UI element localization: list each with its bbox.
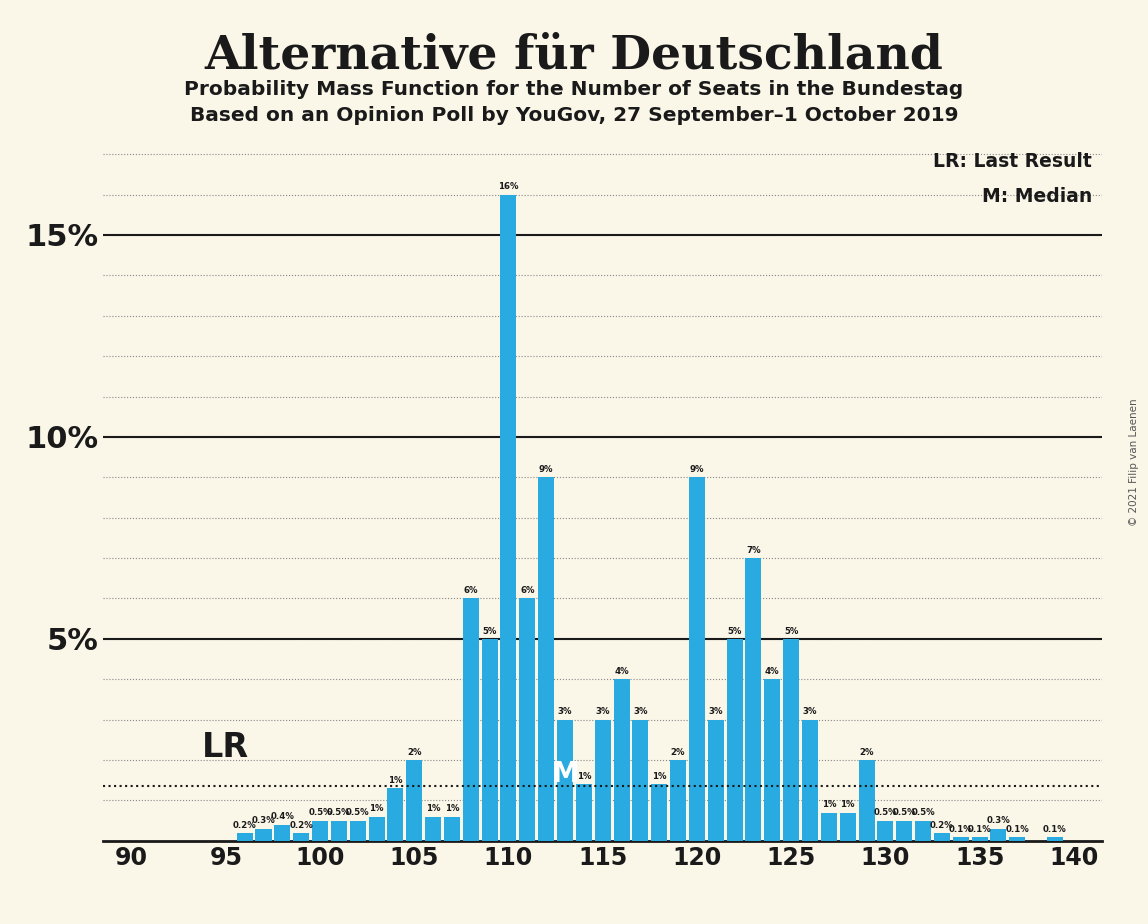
Text: 2%: 2% <box>859 748 874 757</box>
Bar <box>482 638 497 841</box>
Text: 6%: 6% <box>464 586 478 595</box>
Text: 0.1%: 0.1% <box>1006 824 1029 833</box>
Text: 1%: 1% <box>370 805 383 813</box>
Bar <box>538 478 554 841</box>
Bar <box>727 638 743 841</box>
Text: 3%: 3% <box>596 708 610 716</box>
Text: © 2021 Filip van Laenen: © 2021 Filip van Laenen <box>1128 398 1139 526</box>
Text: 0.1%: 0.1% <box>949 824 972 833</box>
Text: 3%: 3% <box>558 708 572 716</box>
Bar <box>689 478 705 841</box>
Text: 6%: 6% <box>520 586 535 595</box>
Bar <box>1009 837 1025 841</box>
Text: 0.1%: 0.1% <box>968 824 992 833</box>
Bar <box>613 679 629 841</box>
Text: 0.5%: 0.5% <box>308 808 332 818</box>
Bar <box>595 720 611 841</box>
Bar <box>369 817 385 841</box>
Bar <box>519 599 535 841</box>
Bar <box>236 833 253 841</box>
Bar <box>576 784 592 841</box>
Text: 0.3%: 0.3% <box>251 817 276 825</box>
Text: 1%: 1% <box>652 772 667 781</box>
Text: 4%: 4% <box>765 667 779 676</box>
Bar <box>633 720 649 841</box>
Text: 0.4%: 0.4% <box>271 812 294 821</box>
Bar <box>802 720 819 841</box>
Bar <box>897 821 913 841</box>
Text: 0.1%: 0.1% <box>1044 824 1066 833</box>
Bar <box>933 833 949 841</box>
Text: 0.5%: 0.5% <box>874 808 898 818</box>
Text: 3%: 3% <box>802 708 817 716</box>
Text: 0.5%: 0.5% <box>327 808 350 818</box>
Text: 4%: 4% <box>614 667 629 676</box>
Bar <box>350 821 366 841</box>
Text: 1%: 1% <box>444 805 459 813</box>
Bar <box>765 679 781 841</box>
Bar <box>425 817 441 841</box>
Bar <box>953 837 969 841</box>
Text: 7%: 7% <box>746 546 761 555</box>
Text: 1%: 1% <box>388 776 403 785</box>
Text: 0.2%: 0.2% <box>930 821 954 830</box>
Text: 5%: 5% <box>482 626 497 636</box>
Bar <box>839 812 855 841</box>
Bar <box>406 760 422 841</box>
Bar <box>745 558 761 841</box>
Bar <box>274 825 290 841</box>
Text: LR: LR <box>202 732 249 764</box>
Bar <box>821 812 837 841</box>
Text: 1%: 1% <box>576 772 591 781</box>
Bar <box>387 788 403 841</box>
Text: 0.5%: 0.5% <box>912 808 934 818</box>
Text: Alternative für Deutschland: Alternative für Deutschland <box>204 32 944 79</box>
Text: M: Median: M: Median <box>982 187 1092 206</box>
Bar <box>293 833 309 841</box>
Bar <box>444 817 460 841</box>
Bar <box>312 821 328 841</box>
Bar <box>331 821 347 841</box>
Text: M: M <box>551 760 579 788</box>
Bar <box>557 720 573 841</box>
Text: 0.3%: 0.3% <box>986 817 1010 825</box>
Bar <box>1047 837 1063 841</box>
Bar <box>915 821 931 841</box>
Bar <box>670 760 687 841</box>
Bar <box>877 821 893 841</box>
Text: 9%: 9% <box>690 465 704 474</box>
Bar <box>708 720 723 841</box>
Bar <box>783 638 799 841</box>
Text: 0.5%: 0.5% <box>346 808 370 818</box>
Bar <box>501 195 517 841</box>
Text: 0.5%: 0.5% <box>892 808 916 818</box>
Text: 5%: 5% <box>784 626 798 636</box>
Text: 16%: 16% <box>498 182 519 191</box>
Bar <box>463 599 479 841</box>
Text: 1%: 1% <box>822 800 836 809</box>
Text: 1%: 1% <box>840 800 855 809</box>
Text: 2%: 2% <box>408 748 421 757</box>
Text: 0.2%: 0.2% <box>289 821 313 830</box>
Bar <box>651 784 667 841</box>
Text: 5%: 5% <box>728 626 742 636</box>
Text: 1%: 1% <box>426 805 441 813</box>
Text: 0.2%: 0.2% <box>233 821 256 830</box>
Text: 9%: 9% <box>538 465 553 474</box>
Text: Probability Mass Function for the Number of Seats in the Bundestag: Probability Mass Function for the Number… <box>185 80 963 100</box>
Text: 3%: 3% <box>708 708 723 716</box>
Text: LR: Last Result: LR: Last Result <box>933 152 1092 171</box>
Text: 3%: 3% <box>634 708 647 716</box>
Bar <box>991 829 1007 841</box>
Bar <box>971 837 987 841</box>
Text: 2%: 2% <box>670 748 685 757</box>
Bar <box>256 829 272 841</box>
Bar <box>859 760 875 841</box>
Text: Based on an Opinion Poll by YouGov, 27 September–1 October 2019: Based on an Opinion Poll by YouGov, 27 S… <box>189 106 959 126</box>
